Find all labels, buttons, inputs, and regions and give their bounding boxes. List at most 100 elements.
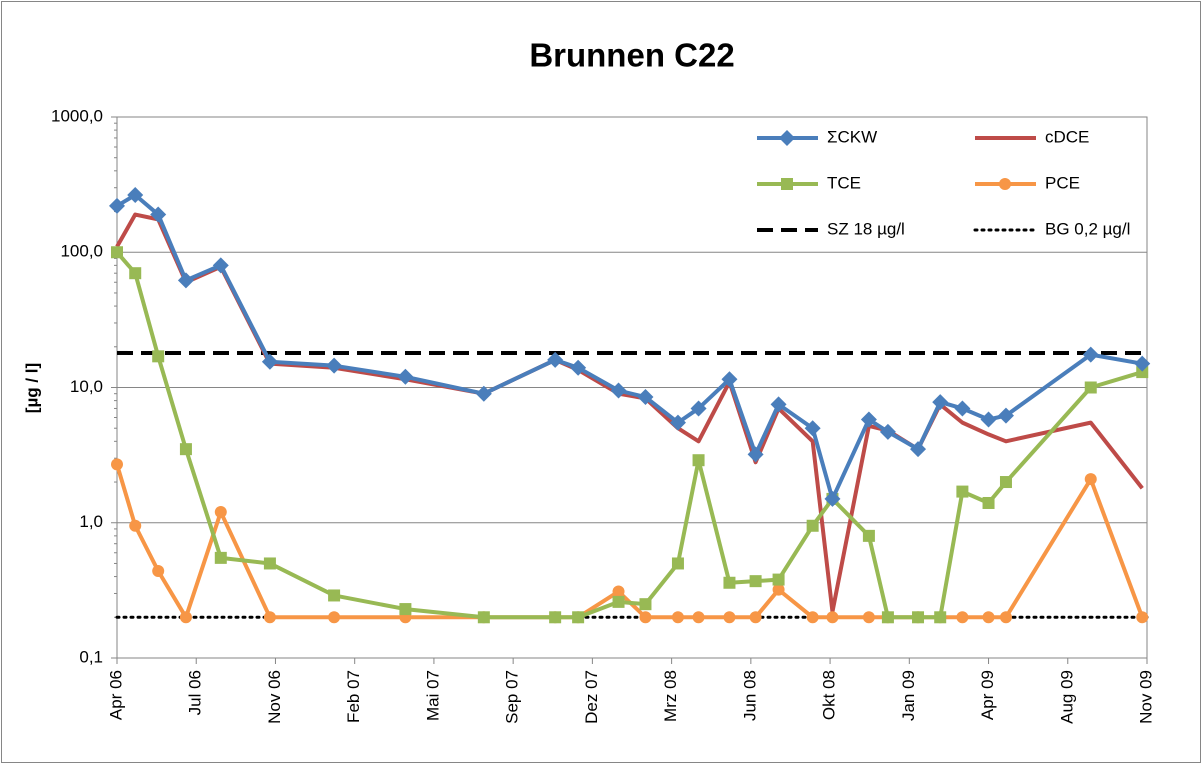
marker (824, 490, 841, 507)
marker (547, 351, 564, 368)
marker (1134, 355, 1151, 372)
x-tick-label: Jan 09 (899, 670, 918, 721)
marker (109, 197, 125, 214)
marker (397, 368, 414, 385)
marker (879, 423, 896, 440)
marker (781, 178, 793, 190)
marker (1084, 381, 1097, 394)
plot-area (116, 116, 1148, 659)
marker (772, 583, 785, 596)
x-tick-label: Sep 07 (503, 670, 522, 724)
marker (328, 611, 341, 624)
marker (804, 420, 821, 437)
marker (860, 411, 877, 428)
marker (723, 611, 736, 624)
marker (826, 611, 839, 624)
x-tick-label: Nov 09 (1136, 670, 1155, 724)
marker (639, 611, 652, 624)
marker (912, 611, 925, 624)
marker (1136, 611, 1149, 624)
legend-label: ΣCKW (827, 127, 877, 146)
marker (214, 551, 227, 564)
marker (263, 611, 276, 624)
x-tick-label: Jul 06 (186, 670, 205, 715)
marker (263, 557, 276, 570)
x-tick-label: Apr 06 (106, 670, 125, 720)
chart-title: Brunnen C22 (529, 37, 734, 74)
marker (862, 529, 875, 542)
marker (1136, 366, 1149, 379)
marker (692, 454, 705, 467)
marker (150, 206, 167, 223)
x-tick-label: Apr 09 (978, 670, 997, 720)
marker (692, 611, 705, 624)
marker (1082, 346, 1099, 363)
marker (477, 611, 490, 624)
legend-label: SZ 18 µg/l (827, 219, 905, 238)
x-tick-label: Dez 07 (582, 670, 601, 724)
marker (214, 506, 227, 519)
marker (932, 394, 949, 411)
y-tick-label: 1000,0 (51, 106, 103, 125)
marker (111, 458, 123, 471)
legend-label: TCE (827, 173, 861, 192)
marker (862, 611, 875, 624)
marker (954, 400, 971, 417)
legend-label: BG 0,2 µg/l (1045, 219, 1130, 238)
y-tick-label: 100,0 (60, 242, 103, 261)
marker (806, 611, 819, 624)
marker (671, 611, 684, 624)
marker (956, 485, 969, 498)
marker (749, 575, 762, 588)
marker (111, 246, 123, 259)
marker (999, 178, 1011, 190)
marker (770, 396, 787, 413)
x-tick-label: Feb 07 (344, 670, 363, 723)
marker (723, 576, 736, 589)
legend-label: PCE (1045, 173, 1080, 192)
marker (934, 611, 947, 624)
marker (637, 389, 654, 406)
marker (127, 187, 144, 204)
marker (982, 496, 995, 509)
marker (475, 385, 492, 402)
marker (152, 564, 165, 577)
x-tick-label: Mrz 08 (661, 670, 680, 722)
marker (639, 598, 652, 611)
marker (399, 603, 412, 616)
marker (328, 589, 341, 602)
legend-label: cDCE (1045, 127, 1089, 146)
marker (982, 611, 995, 624)
marker (671, 557, 684, 570)
marker (721, 371, 738, 388)
marker (1084, 473, 1097, 486)
marker (612, 585, 625, 598)
marker (956, 611, 969, 624)
marker (152, 350, 165, 363)
marker (179, 611, 192, 624)
marker (179, 443, 192, 456)
y-tick-label: 0,1 (79, 647, 103, 666)
marker (570, 359, 587, 376)
marker (669, 414, 686, 431)
marker (690, 400, 707, 417)
x-tick-label: Nov 06 (265, 670, 284, 724)
marker (997, 407, 1014, 424)
y-tick-label: 1,0 (79, 512, 103, 531)
y-tick-label: 10,0 (70, 377, 103, 396)
marker (772, 573, 785, 586)
marker (212, 257, 229, 274)
marker (999, 611, 1012, 624)
marker (747, 446, 764, 463)
marker (612, 595, 625, 608)
y-axis-title: [µg / l] (22, 363, 41, 413)
marker (610, 382, 627, 399)
marker (549, 611, 562, 624)
marker (806, 519, 819, 532)
marker (572, 611, 585, 624)
x-tick-label: Aug 09 (1057, 670, 1076, 724)
marker (177, 272, 194, 289)
marker (881, 611, 894, 624)
